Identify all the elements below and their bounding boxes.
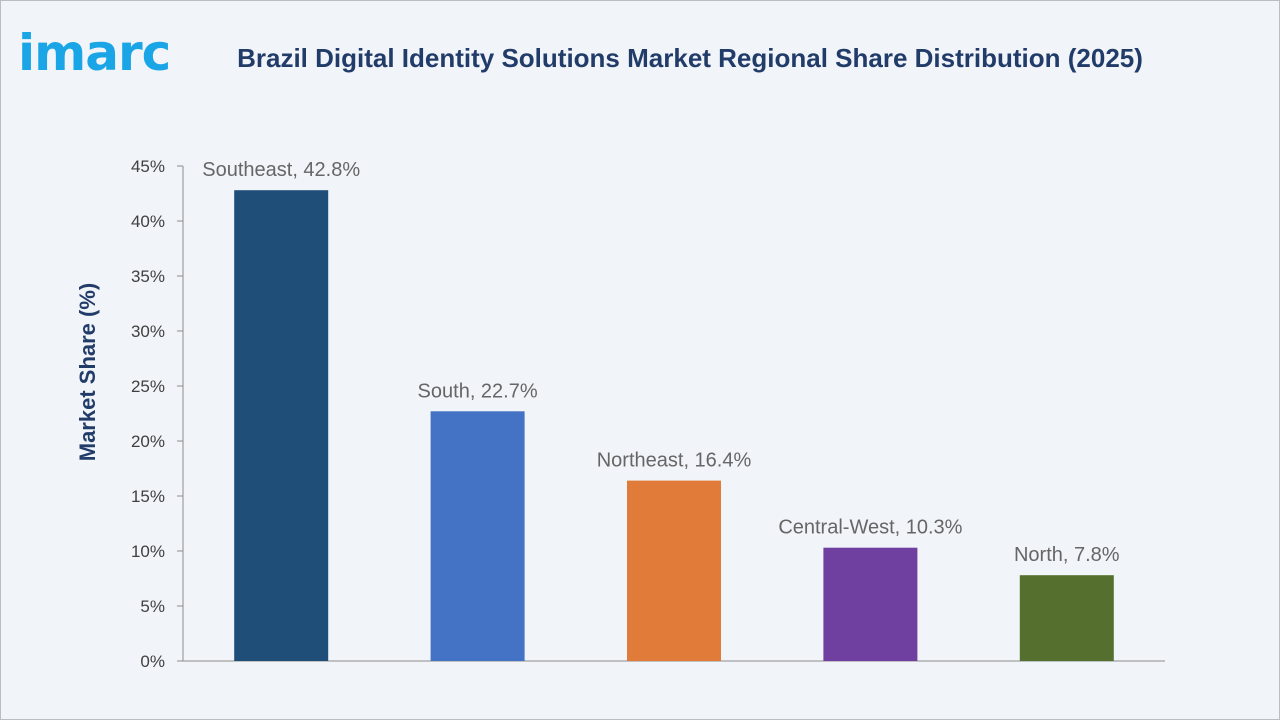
y-tick-label: 0% xyxy=(140,652,165,671)
y-tick-label: 25% xyxy=(131,377,165,396)
bar-north xyxy=(1019,575,1114,661)
data-label: Northeast, 16.4% xyxy=(597,450,752,472)
y-tick-label: 10% xyxy=(131,542,165,561)
axes: 0% 5% 10% 15% 20% 25% 30% 35% 40% 45% xyxy=(131,157,1165,671)
bar-south xyxy=(430,411,525,661)
y-tick-label: 40% xyxy=(131,212,165,231)
data-label: Southeast, 42.8% xyxy=(202,159,360,181)
y-tick-label: 45% xyxy=(131,157,165,176)
y-tick-label: 35% xyxy=(131,267,165,286)
bar-southeast xyxy=(234,190,329,661)
y-tick-label: 15% xyxy=(131,487,165,506)
y-tick-label: 20% xyxy=(131,432,165,451)
data-label: North, 7.8% xyxy=(1014,544,1120,566)
y-tick-label: 5% xyxy=(140,597,165,616)
data-label: Central-West, 10.3% xyxy=(778,517,962,539)
data-labels: Southeast, 42.8% South, 22.7% Northeast, 1… xyxy=(202,159,1120,566)
imarc-logo: imarc xyxy=(18,24,171,82)
bar-northeast xyxy=(627,480,721,661)
data-label: South, 22.7% xyxy=(418,380,538,402)
y-tick-label: 30% xyxy=(131,322,165,341)
chart-title: Brazil Digital Identity Solutions Market… xyxy=(237,43,1143,73)
bar-central-west xyxy=(823,547,918,661)
bars xyxy=(234,190,1114,661)
